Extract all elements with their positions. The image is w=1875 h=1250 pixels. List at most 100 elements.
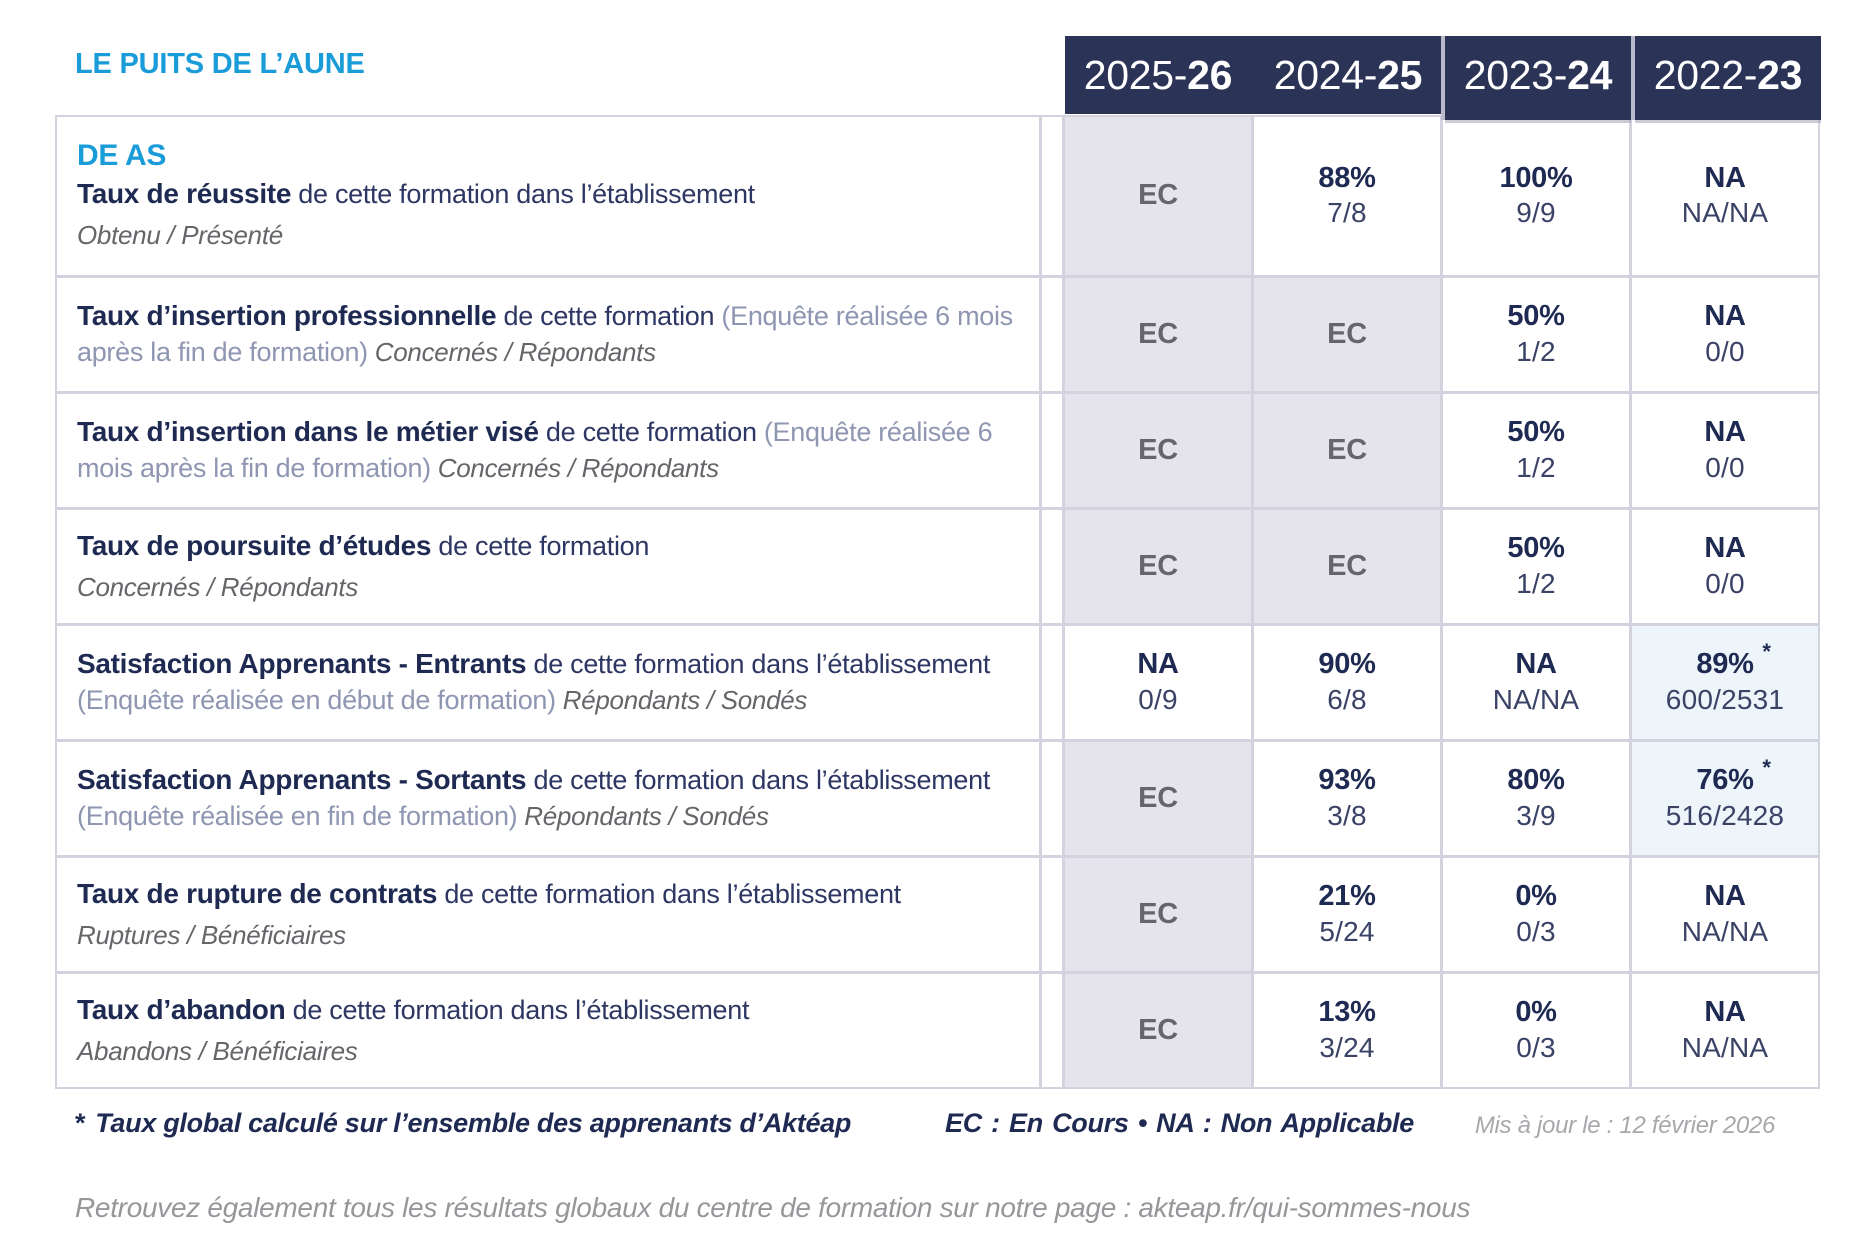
bottom-note: Retrouvez également tous les résultats g…	[75, 1192, 1471, 1223]
column-gutter	[1042, 278, 1062, 391]
stat-cell: NA 0/0	[1632, 278, 1818, 391]
stat-cell: NA 0/9	[1065, 626, 1251, 739]
stat-cell: 100% 9/9	[1443, 117, 1629, 275]
stat-value: NA	[1704, 996, 1746, 1029]
stat-fraction: 516/2428	[1665, 799, 1785, 831]
year-column-header: 2024-25	[1255, 36, 1441, 114]
stat-cell: EC	[1065, 117, 1251, 275]
indicator-title: Taux de poursuite d’études	[77, 530, 432, 562]
stat-cell: EC	[1065, 510, 1251, 623]
stat-value: EC	[1138, 433, 1178, 466]
year-column-header: 2023-24	[1445, 36, 1631, 120]
stat-cell: EC	[1065, 974, 1251, 1087]
stat-cell: 80% 3/9	[1443, 742, 1629, 855]
stat-value: NA	[1704, 300, 1746, 333]
stat-cell: 88% 7/8	[1254, 117, 1440, 275]
indicator-sub: Concernés / Répondants	[77, 572, 359, 603]
stat-fraction: 9/9	[1516, 197, 1556, 229]
stat-cell: EC	[1065, 858, 1251, 971]
row-label-cell: Satisfaction Apprenants - Entrants de ce…	[57, 626, 1039, 739]
indicator-desc: de cette formation dans l’établissement	[291, 179, 755, 210]
stat-cell: 93% 3/8	[1254, 742, 1440, 855]
stat-fraction: 0/0	[1705, 451, 1745, 483]
year-header-row: 2025-26 2024-25 2023-24 2022-23	[1065, 36, 1821, 120]
asterisk-marker: *	[1762, 755, 1771, 781]
stat-value: 100%	[1499, 161, 1573, 194]
stat-value: EC	[1138, 549, 1178, 582]
stat-fraction: 1/2	[1516, 567, 1556, 599]
indicator-title: Satisfaction Apprenants - Sortants	[77, 764, 527, 796]
stat-fraction: NA/NA	[1681, 915, 1769, 947]
stat-value: NA	[1515, 648, 1557, 681]
year-header-divider	[1251, 36, 1255, 114]
row-label: Taux d’insertion professionnelle de cett…	[77, 298, 1021, 371]
stat-value: 93%	[1318, 764, 1376, 797]
stat-fraction: 0/9	[1138, 683, 1178, 715]
column-gutter	[1042, 394, 1062, 507]
stat-cell: NA 0/0	[1632, 394, 1818, 507]
column-gutter	[1042, 742, 1062, 855]
row-label-cell: Taux d’abandon de cette formation dans l…	[57, 974, 1039, 1087]
indicator-title: Taux d’abandon	[77, 994, 286, 1026]
column-gutter	[1042, 974, 1062, 1087]
indicator-desc: de cette formation dans l’établissement	[526, 765, 991, 796]
indicator-desc: de cette formation dans l’établissement	[437, 879, 901, 910]
stat-fraction: 1/2	[1516, 335, 1556, 367]
stat-value: NA	[1704, 161, 1746, 194]
asterisk-marker: *	[1762, 639, 1771, 665]
row-label-cell: DE AS Taux de réussite de cette formatio…	[57, 117, 1039, 275]
stat-fraction: 600/2531	[1665, 683, 1785, 715]
footnote: * Taux global calculé sur l’ensemble des …	[75, 1108, 851, 1139]
indicator-desc: de cette formation	[496, 301, 715, 332]
indicator-sub-inline: Répondants / Sondés	[517, 801, 769, 832]
indicator-paren: (Enquête réalisée en fin de formation)	[77, 801, 518, 832]
stat-cell: 90% 6/8	[1254, 626, 1440, 739]
stat-cell: EC	[1254, 394, 1440, 507]
year-suffix: 26	[1187, 52, 1233, 98]
indicator-sub: Ruptures / Bénéficiaires	[77, 920, 346, 951]
stat-cell: NA NA/NA	[1632, 858, 1818, 971]
stat-value: 13%	[1318, 996, 1376, 1029]
year-header-divider	[1631, 36, 1635, 120]
stat-cell: NA 0/0	[1632, 510, 1818, 623]
year-prefix: 2022-	[1653, 52, 1758, 98]
stat-value: 80%	[1507, 764, 1565, 797]
year-suffix: 23	[1757, 52, 1803, 98]
stat-value: 90%	[1318, 648, 1376, 681]
row-label: Taux de poursuite d’études de cette form…	[77, 528, 1021, 565]
stat-value: EC	[1327, 549, 1367, 582]
stat-cell: 50% 1/2	[1443, 510, 1629, 623]
year-prefix: 2024-	[1273, 52, 1378, 98]
stat-fraction: 0/3	[1516, 1031, 1556, 1063]
stat-cell: NA NA/NA	[1632, 974, 1818, 1087]
stat-cell: 50% 1/2	[1443, 278, 1629, 391]
indicator-title: Taux de réussite	[77, 178, 292, 210]
org-title: LE PUITS DE L’AUNE	[75, 48, 365, 80]
stat-value: EC	[1327, 317, 1367, 350]
row-label: Taux de rupture de contrats de cette for…	[77, 876, 1021, 913]
stat-cell: NA NA/NA	[1632, 117, 1818, 275]
indicator-desc: de cette formation dans l’établissement	[526, 649, 991, 680]
stat-value: EC	[1138, 1013, 1178, 1046]
stat-cell: 76% * 516/2428	[1632, 742, 1818, 855]
stat-fraction: 5/24	[1319, 915, 1375, 947]
stat-value: 0%	[1515, 996, 1557, 1029]
stat-cell: EC	[1065, 394, 1251, 507]
stat-fraction: 3/8	[1327, 799, 1367, 831]
indicator-sub: Abandons / Bénéficiaires	[77, 1036, 358, 1067]
column-gutter	[1042, 626, 1062, 739]
column-gutter	[1042, 117, 1062, 275]
stat-value: NA	[1137, 648, 1179, 681]
stat-value: 50%	[1507, 416, 1565, 449]
program-title: DE AS	[77, 139, 167, 173]
stat-fraction: NA/NA	[1681, 1031, 1769, 1063]
stat-fraction: 0/3	[1516, 915, 1556, 947]
stat-cell: NA NA/NA	[1443, 626, 1629, 739]
stat-value: 76% *	[1696, 755, 1771, 797]
stat-fraction: 0/0	[1705, 335, 1745, 367]
year-column-header: 2025-26	[1065, 36, 1251, 114]
stat-fraction: 3/24	[1319, 1031, 1375, 1063]
row-label-cell: Taux de poursuite d’études de cette form…	[57, 510, 1039, 623]
stat-cell: EC	[1065, 742, 1251, 855]
